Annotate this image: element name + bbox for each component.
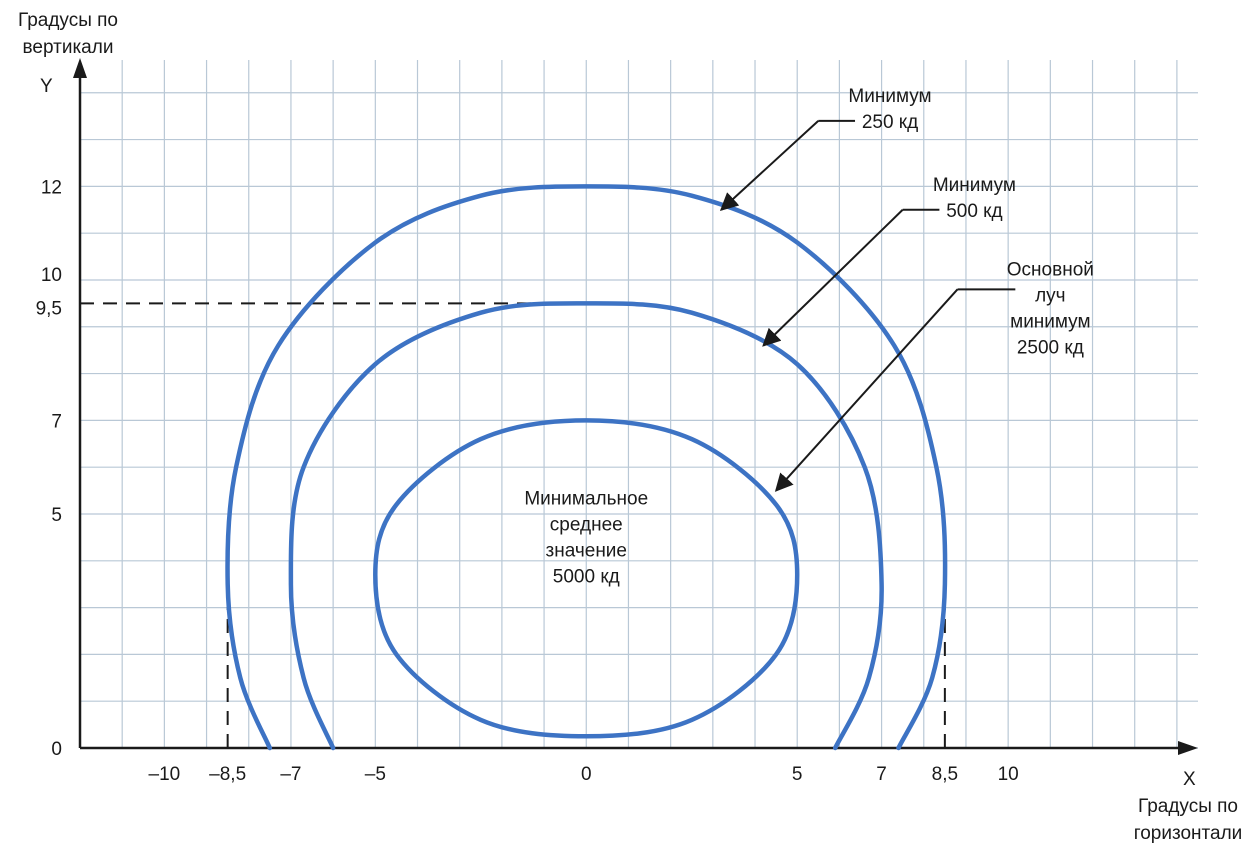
reference-lines [80, 302, 946, 748]
axes [73, 58, 1198, 755]
y-axis-title: Градусы по вертикали [18, 10, 118, 58]
x-axis-title: Градусы по горизонтали [1134, 796, 1243, 844]
callout-label-1: 250 кд [862, 112, 918, 133]
x-tick-label: –7 [280, 764, 301, 785]
x-tick-label: –8,5 [209, 764, 246, 785]
x-tick-label: 5 [792, 764, 803, 785]
center-annotation: значение [546, 541, 628, 562]
x-tick-label: 8,5 [932, 764, 958, 785]
callout-label-1: Минимум [848, 86, 931, 107]
y-axis-letter: Y [40, 76, 53, 97]
callouts: Минимум 250 кд Минимум 500 кд Основной луч мин… [719, 86, 1094, 492]
y-tick-label: 10 [41, 265, 62, 286]
callout-arrow-icon [762, 209, 904, 347]
y-axis-arrow-icon [73, 58, 87, 78]
grid [79, 60, 1198, 749]
callout-label-3: минимум [1010, 311, 1090, 332]
contour-line-3 [373, 418, 800, 739]
x-axis-arrow-icon [1178, 741, 1198, 755]
y-tick-label: 12 [41, 177, 62, 198]
callout-arrow-icon [774, 288, 959, 492]
center-annotation: Минимальное [524, 489, 648, 510]
y-tick-label: 7 [51, 411, 62, 432]
center-annotation: 5000 кд [553, 567, 620, 588]
callout-label-3: луч [1035, 285, 1066, 306]
tick-labels: –10 –8,5 –7 –5 0 5 7 8,5 10 0 5 7 9,5 10 12 [36, 177, 1019, 785]
y-tick-label: 9,5 [36, 298, 62, 319]
x-tick-label: 7 [876, 764, 887, 785]
annotations: Минимальное среднее значение 5000 кд [524, 489, 648, 588]
x-tick-label: 10 [998, 764, 1019, 785]
x-tick-label: –5 [365, 764, 386, 785]
contour-line-2 [288, 301, 884, 751]
x-axis-letter: X [1183, 769, 1196, 790]
center-annotation: среднее [550, 515, 623, 536]
callout-label-3: Основной [1007, 259, 1094, 280]
x-tick-label: 0 [581, 764, 592, 785]
y-tick-label: 5 [51, 505, 62, 526]
callout-arrow-icon [719, 120, 819, 211]
x-tick-label: –10 [149, 764, 181, 785]
callout-label-2: 500 кд [946, 201, 1002, 222]
contour-line-1 [225, 184, 948, 751]
contours [225, 184, 948, 751]
y-tick-label: 0 [51, 739, 62, 760]
callout-label-2: Минимум [933, 175, 1016, 196]
callout-label-3: 2500 кд [1017, 337, 1084, 358]
